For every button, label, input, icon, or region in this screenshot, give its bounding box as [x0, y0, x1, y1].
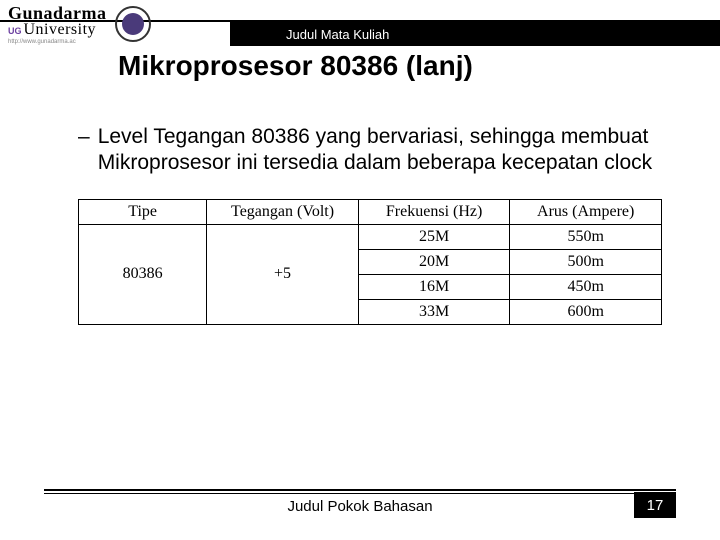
logo-url: http://www.gunadarma.ac	[8, 39, 107, 45]
slide-title: Mikroprosesor 80386 (lanj)	[0, 50, 720, 82]
page-number: 17	[634, 492, 676, 518]
cell-arus: 550m	[510, 224, 662, 249]
col-frekuensi: Frekuensi (Hz)	[358, 199, 510, 224]
university-logo: Gunadarma UGUniversity http://www.gunada…	[8, 2, 151, 46]
bullet-text: Level Tegangan 80386 yang bervariasi, se…	[98, 124, 662, 177]
cell-freq: 16M	[358, 274, 510, 299]
cell-tipe: 80386	[79, 224, 207, 324]
col-tipe: Tipe	[79, 199, 207, 224]
slide-footer: Judul Pokok Bahasan 17	[0, 489, 720, 518]
table-header-row: Tipe Tegangan (Volt) Frekuensi (Hz) Arus…	[79, 199, 662, 224]
cell-arus: 450m	[510, 274, 662, 299]
spec-table: Tipe Tegangan (Volt) Frekuensi (Hz) Arus…	[78, 199, 662, 325]
logo-ug: UG	[8, 26, 22, 36]
spec-table-wrap: Tipe Tegangan (Volt) Frekuensi (Hz) Arus…	[78, 199, 662, 325]
cell-freq: 20M	[358, 249, 510, 274]
university-seal-icon	[115, 6, 151, 42]
course-title-bar: Judul Mata Kuliah	[230, 22, 720, 46]
bullet-dash: –	[78, 124, 90, 177]
footer-rule-thick	[44, 489, 676, 491]
cell-arus: 600m	[510, 299, 662, 324]
course-title-label: Judul Mata Kuliah	[286, 27, 389, 42]
col-arus: Arus (Ampere)	[510, 199, 662, 224]
cell-freq: 33M	[358, 299, 510, 324]
cell-tegangan: +5	[207, 224, 359, 324]
footer-label: Judul Pokok Bahasan	[0, 498, 720, 515]
table-row: 80386 +5 25M 550m	[79, 224, 662, 249]
cell-arus: 500m	[510, 249, 662, 274]
cell-freq: 25M	[358, 224, 510, 249]
slide-header: Gunadarma UGUniversity http://www.gunada…	[0, 0, 720, 48]
logo-university: University	[24, 21, 97, 38]
bullet-item: – Level Tegangan 80386 yang bervariasi, …	[0, 82, 720, 177]
logo-name: Gunadarma	[8, 4, 107, 22]
col-tegangan: Tegangan (Volt)	[207, 199, 359, 224]
